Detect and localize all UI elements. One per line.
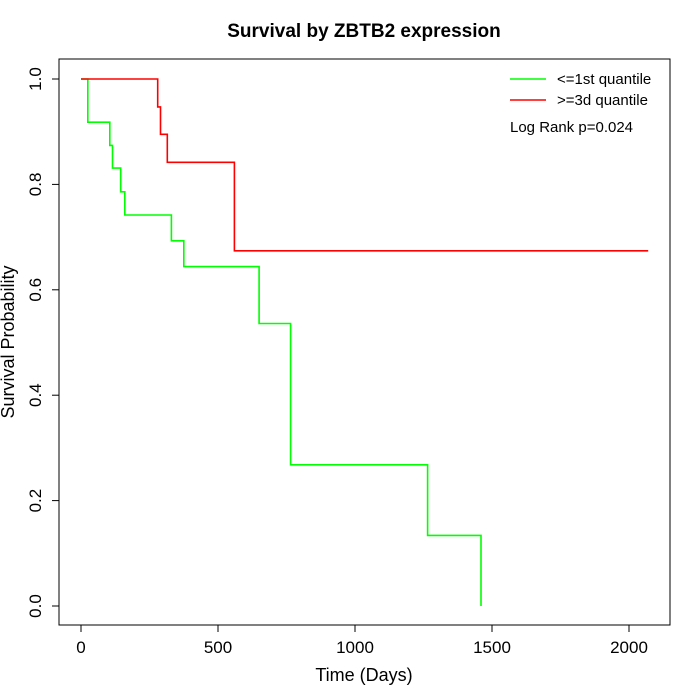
legend-label: >=3d quantile	[557, 92, 648, 109]
series-line-2	[81, 78, 649, 252]
x-tick-label: 500	[204, 638, 232, 657]
series-line-1	[81, 78, 482, 606]
x-axis-title: Time (Days)	[315, 665, 412, 685]
y-tick-label: 0.2	[26, 489, 45, 513]
x-tick-label: 0	[76, 638, 85, 657]
legend-label: <=1st quantile	[557, 71, 651, 88]
y-tick-label: 0.4	[26, 383, 45, 407]
y-tick-label: 0.6	[26, 278, 45, 302]
chart-title: Survival by ZBTB2 expression	[227, 21, 501, 42]
y-axis: 0.0 0.2 0.4 0.6 0.8 1.0	[26, 67, 60, 618]
x-tick-label: 1500	[473, 638, 511, 657]
x-tick-label: 2000	[610, 638, 648, 657]
y-tick-label: 1.0	[26, 67, 45, 91]
logrank-annotation: Log Rank p=0.024	[510, 119, 633, 136]
y-axis-title: Survival Probability	[0, 265, 18, 418]
plot-frame	[58, 58, 671, 626]
y-tick-label: 0.0	[26, 594, 45, 618]
x-axis: 0 500 1000 1500 2000	[76, 624, 648, 657]
y-tick-label: 0.8	[26, 173, 45, 197]
legend: <=1st quantile >=3d quantile	[510, 71, 651, 109]
x-tick-label: 1000	[336, 638, 374, 657]
series-lines	[81, 78, 649, 606]
